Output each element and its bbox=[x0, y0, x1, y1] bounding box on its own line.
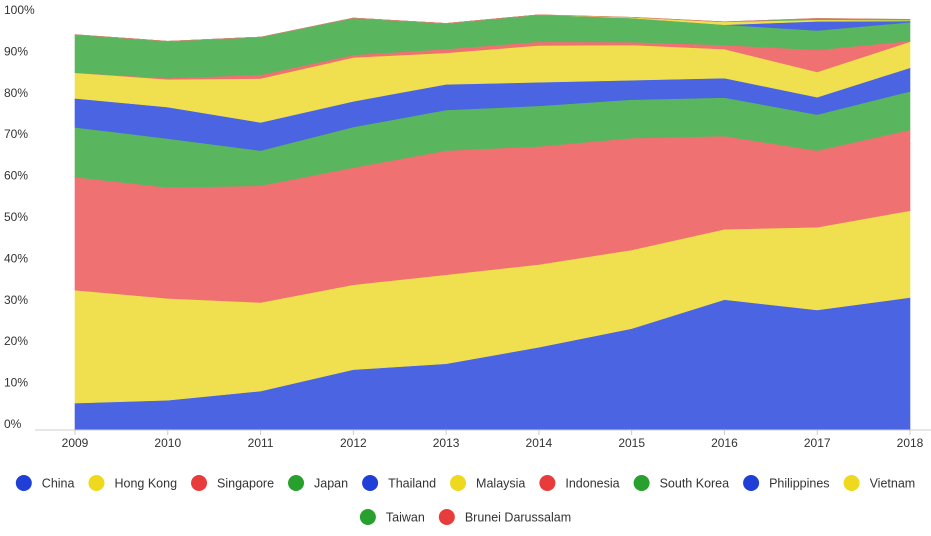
x-tick-label: 2015 bbox=[618, 436, 645, 450]
legend-item-philippines[interactable]: Philippines bbox=[743, 475, 830, 491]
legend-swatch bbox=[288, 475, 305, 491]
legend-item-vietnam[interactable]: Vietnam bbox=[843, 475, 916, 491]
legend-label: Vietnam bbox=[870, 477, 916, 491]
legend-swatch bbox=[362, 475, 379, 491]
legend-label: Malaysia bbox=[476, 477, 525, 491]
x-tick-label: 2014 bbox=[526, 436, 553, 450]
legend-label: Brunei Darussalam bbox=[465, 511, 571, 525]
legend-label: China bbox=[42, 477, 75, 491]
legend-label: Singapore bbox=[217, 477, 274, 491]
legend-item-taiwan[interactable]: Taiwan bbox=[359, 509, 425, 525]
legend-item-malaysia[interactable]: Malaysia bbox=[450, 475, 525, 491]
x-tick-label: 2012 bbox=[340, 436, 367, 450]
legend-label: Hong Kong bbox=[114, 477, 177, 491]
x-tick-label: 2016 bbox=[711, 436, 738, 450]
legend-swatch bbox=[539, 475, 556, 491]
legend-label: Philippines bbox=[769, 477, 829, 491]
legend-swatch bbox=[450, 475, 467, 491]
legend-swatch bbox=[15, 475, 32, 491]
legend-row: China Hong Kong Singapore Japan Thailand Mala… bbox=[15, 475, 916, 491]
legend-item-japan[interactable]: Japan bbox=[288, 475, 348, 491]
y-tick-label: 10% bbox=[4, 376, 28, 390]
legend-item-hong-kong[interactable]: Hong Kong bbox=[88, 475, 177, 491]
legend-row: Taiwan Brunei Darussalam bbox=[359, 509, 571, 525]
legend: China Hong Kong Singapore Japan Thailand Mala… bbox=[15, 475, 916, 525]
y-tick-label: 20% bbox=[4, 334, 28, 348]
plot-area bbox=[74, 14, 911, 431]
legend-swatch bbox=[438, 509, 455, 525]
x-tick-label: 2013 bbox=[433, 436, 460, 450]
legend-swatch bbox=[191, 475, 208, 491]
legend-item-brunei-darussalam[interactable]: Brunei Darussalam bbox=[438, 509, 571, 525]
y-tick-label: 100% bbox=[4, 3, 35, 17]
legend-swatch bbox=[633, 475, 650, 491]
x-tick-label: 2009 bbox=[62, 436, 89, 450]
legend-item-indonesia[interactable]: Indonesia bbox=[539, 475, 620, 491]
legend-label: Japan bbox=[314, 477, 348, 491]
y-axis: 0% 10% 20% 30% 40% 50% 60% 70% 80% 90% 100% bbox=[4, 3, 35, 431]
legend-item-south-korea[interactable]: South Korea bbox=[633, 475, 730, 491]
x-tick-label: 2010 bbox=[154, 436, 181, 450]
legend-item-singapore[interactable]: Singapore bbox=[191, 475, 274, 491]
y-tick-label: 60% bbox=[4, 169, 28, 183]
legend-swatch bbox=[359, 509, 376, 525]
x-tick-label: 2018 bbox=[897, 436, 924, 450]
legend-label: Taiwan bbox=[386, 511, 425, 525]
y-tick-label: 70% bbox=[4, 127, 28, 141]
legend-label: Thailand bbox=[388, 477, 436, 491]
y-tick-label: 0% bbox=[4, 417, 22, 431]
y-tick-label: 80% bbox=[4, 86, 28, 100]
y-tick-label: 50% bbox=[4, 210, 28, 224]
legend-swatch bbox=[743, 475, 760, 491]
y-tick-label: 30% bbox=[4, 293, 28, 307]
legend-swatch bbox=[843, 475, 860, 491]
x-tick-label: 2011 bbox=[248, 436, 274, 450]
legend-item-china[interactable]: China bbox=[15, 475, 75, 491]
x-axis: 2009 2010 2011 2012 2013 2014 2015 2016 2017 2018 bbox=[35, 429, 931, 450]
y-tick-label: 90% bbox=[4, 44, 28, 58]
legend-swatch bbox=[88, 475, 105, 491]
legend-label: Indonesia bbox=[565, 477, 619, 491]
legend-label: South Korea bbox=[660, 477, 730, 491]
y-tick-label: 40% bbox=[4, 251, 28, 265]
x-tick-label: 2017 bbox=[804, 436, 831, 450]
legend-item-thailand[interactable]: Thailand bbox=[362, 475, 436, 491]
area-series-brunei-darussalam bbox=[74, 14, 911, 42]
